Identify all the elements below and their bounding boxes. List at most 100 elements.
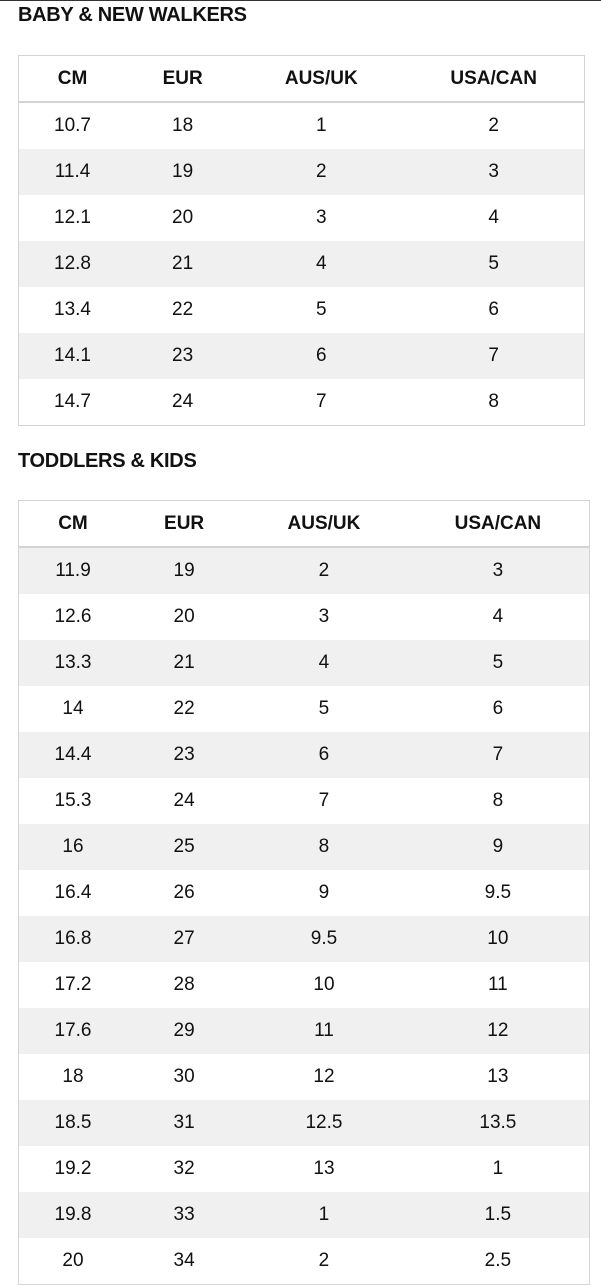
cell-aus-uk: 2 bbox=[241, 547, 407, 594]
size-table-baby: CM EUR AUS/UK USA/CAN 10.7 18 1 2 11.4 19 2 3 12… bbox=[18, 55, 585, 426]
cell-usa-can: 5 bbox=[403, 241, 585, 287]
cell-cm: 13.3 bbox=[18, 640, 127, 686]
cell-cm: 12.6 bbox=[54, 606, 92, 627]
cell-cm: 18 bbox=[62, 1066, 84, 1087]
cell-cm: 19.2 bbox=[54, 1158, 92, 1179]
cell-usa-can: 9.5 bbox=[484, 882, 512, 903]
table-row: 13.4 22 5 6 bbox=[19, 287, 585, 333]
cell-aus-uk: 10 bbox=[313, 974, 335, 995]
cell-usa-can: 2.5 bbox=[484, 1250, 512, 1271]
table-row: 10.7 18 1 2 bbox=[19, 102, 585, 149]
cell-aus-uk: 2 bbox=[318, 1250, 330, 1271]
table-row: 12.6 20 3 4 bbox=[19, 594, 590, 640]
cell-aus-uk: 9.5 bbox=[241, 916, 407, 962]
top-divider bbox=[0, 0, 601, 1]
section-title-baby: BABY & NEW WALKERS bbox=[18, 4, 247, 26]
cell-aus-uk: 5 bbox=[315, 299, 327, 320]
cell-usa-can: 6 bbox=[488, 299, 499, 320]
cell-aus-uk: 9 bbox=[318, 882, 330, 903]
cell-aus-uk: 6 bbox=[241, 732, 407, 778]
table-header-row: CM EUR AUS/UK USA/CAN bbox=[18, 55, 585, 103]
cell-usa-can: 3 bbox=[406, 547, 590, 594]
cell-usa-can: 4 bbox=[492, 606, 504, 627]
cell-aus-uk: 12.5 bbox=[241, 1100, 407, 1146]
cell-cm: 17.2 bbox=[54, 974, 92, 995]
table-row: 16.8 27 9.5 10 bbox=[18, 916, 590, 962]
cell-eur: 26 bbox=[173, 882, 195, 903]
cell-usa-can: 9 bbox=[406, 824, 590, 870]
cell-usa-can: 5 bbox=[406, 640, 590, 686]
cell-aus-uk: 5 bbox=[318, 698, 330, 719]
cell-aus-uk: 3 bbox=[315, 207, 327, 228]
cell-usa-can: 8 bbox=[492, 790, 504, 811]
cell-aus-uk: 13 bbox=[313, 1158, 335, 1179]
cell-eur: 23 bbox=[126, 732, 242, 778]
cell-eur: 25 bbox=[126, 824, 242, 870]
cell-eur: 31 bbox=[126, 1100, 242, 1146]
cell-cm: 18.5 bbox=[18, 1100, 127, 1146]
cell-cm: 11.4 bbox=[18, 149, 127, 195]
table-row: 20 34 2 2.5 bbox=[19, 1238, 590, 1285]
cell-usa-can: 1 bbox=[492, 1158, 504, 1179]
table-row: 14.7 24 7 8 bbox=[19, 379, 585, 426]
column-header-cm: CM bbox=[18, 55, 127, 103]
cell-usa-can: 7 bbox=[403, 333, 585, 379]
table-row: 11.4 19 2 3 bbox=[18, 149, 585, 195]
cell-usa-can: 13.5 bbox=[406, 1100, 590, 1146]
cell-usa-can: 6 bbox=[492, 698, 504, 719]
cell-cm: 10.7 bbox=[54, 115, 91, 136]
column-header-aus-uk: AUS/UK bbox=[239, 55, 404, 103]
size-table-toddlers: CM EUR AUS/UK USA/CAN 11.9 19 2 3 12.6 20 3 4 13… bbox=[18, 500, 590, 1285]
cell-eur: 18 bbox=[172, 115, 194, 136]
cell-eur: 30 bbox=[173, 1066, 195, 1087]
cell-cm: 16 bbox=[18, 824, 127, 870]
cell-cm: 17.6 bbox=[18, 1008, 127, 1054]
table-row: 17.6 29 11 12 bbox=[18, 1008, 590, 1054]
cell-cm: 15.3 bbox=[54, 790, 92, 811]
cell-cm: 16.8 bbox=[18, 916, 127, 962]
cell-eur: 34 bbox=[173, 1250, 195, 1271]
cell-aus-uk: 7 bbox=[318, 790, 330, 811]
cell-aus-uk: 4 bbox=[239, 241, 404, 287]
cell-aus-uk: 3 bbox=[318, 606, 330, 627]
column-header-usa-can: USA/CAN bbox=[403, 55, 585, 103]
cell-usa-can: 2 bbox=[488, 115, 499, 136]
cell-eur: 20 bbox=[172, 207, 194, 228]
cell-eur: 24 bbox=[173, 790, 195, 811]
cell-cm: 14.4 bbox=[18, 732, 127, 778]
table-row: 15.3 24 7 8 bbox=[19, 778, 590, 824]
cell-eur: 20 bbox=[173, 606, 195, 627]
table-row: 18.5 31 12.5 13.5 bbox=[18, 1100, 590, 1146]
cell-eur: 23 bbox=[126, 333, 240, 379]
cell-cm: 14.7 bbox=[54, 391, 91, 412]
cell-eur: 24 bbox=[172, 391, 194, 412]
cell-usa-can: 13 bbox=[487, 1066, 509, 1087]
column-header-eur: EUR bbox=[126, 55, 240, 103]
table-row: 12.8 21 4 5 bbox=[18, 241, 585, 287]
table-row: 11.9 19 2 3 bbox=[18, 547, 590, 594]
table-row: 13.3 21 4 5 bbox=[18, 640, 590, 686]
cell-usa-can: 10 bbox=[406, 916, 590, 962]
cell-eur: 32 bbox=[173, 1158, 195, 1179]
cell-aus-uk: 12 bbox=[313, 1066, 335, 1087]
cell-aus-uk: 4 bbox=[241, 640, 407, 686]
cell-eur: 22 bbox=[172, 299, 194, 320]
table-row: 14.4 23 6 7 bbox=[18, 732, 590, 778]
cell-cm: 14 bbox=[62, 698, 84, 719]
cell-cm: 14.1 bbox=[18, 333, 127, 379]
table-row: 16.4 26 9 9.5 bbox=[19, 870, 590, 916]
table-header-row: CM EUR AUS/UK USA/CAN bbox=[18, 500, 590, 548]
cell-cm: 20 bbox=[62, 1250, 84, 1271]
cell-cm: 16.4 bbox=[54, 882, 92, 903]
cell-usa-can: 1.5 bbox=[406, 1192, 590, 1238]
column-header-eur: EUR bbox=[126, 500, 242, 548]
cell-usa-can: 4 bbox=[488, 207, 499, 228]
cell-usa-can: 7 bbox=[406, 732, 590, 778]
table-row: 18 30 12 13 bbox=[19, 1054, 590, 1100]
table-row: 19.2 32 13 1 bbox=[19, 1146, 590, 1192]
cell-aus-uk: 8 bbox=[241, 824, 407, 870]
cell-eur: 29 bbox=[126, 1008, 242, 1054]
cell-usa-can: 3 bbox=[403, 149, 585, 195]
cell-cm: 13.4 bbox=[54, 299, 91, 320]
cell-aus-uk: 1 bbox=[241, 1192, 407, 1238]
